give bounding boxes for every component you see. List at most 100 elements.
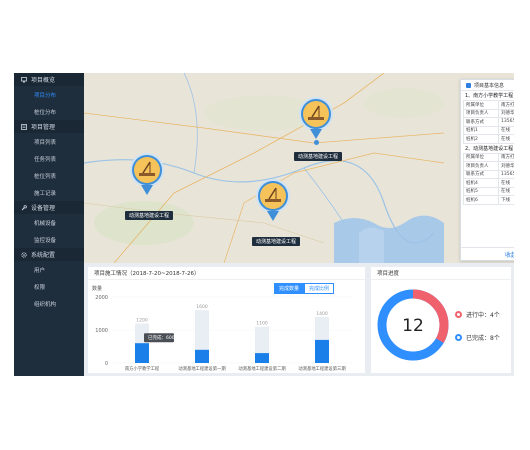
tab-completed-ratio[interactable]: 完成比例 <box>304 283 335 294</box>
sidebar-item-project-list[interactable]: 项目列表 <box>34 139 57 146</box>
table-row: 桩机5 在线 <box>463 186 514 196</box>
table-row: 桩机6 下线 <box>463 195 514 205</box>
table-key: 联系方式 <box>463 169 499 179</box>
bar-completed <box>135 343 149 363</box>
table-row: 所属单位南方打桩有限公司 <box>463 152 514 162</box>
chart-tabs: 完成数量 完成比例 <box>274 283 335 294</box>
map-pin-3[interactable]: 动测基地建设工程 <box>252 179 301 246</box>
status-online: 在线 <box>498 134 514 144</box>
construction-card-title: 项目施工情况（2018-7-20~2018-7-26） <box>88 267 365 280</box>
data-label: 1400 <box>316 311 328 317</box>
table-value: 13565845564 <box>498 169 514 179</box>
status-offline: 下线 <box>498 195 514 205</box>
y-axis-title: 数量 <box>92 285 102 292</box>
x-tick-label: 南方小学教学工程 <box>125 365 160 372</box>
table-key: 项目负责人 <box>463 108 499 118</box>
sidebar-item-monitoring[interactable]: 监控设备 <box>34 237 57 244</box>
status-online: 在线 <box>498 178 514 188</box>
status-online: 在线 <box>498 125 514 135</box>
legend-label: 已完成：8个 <box>466 335 500 342</box>
table-key: 所属单位 <box>463 100 499 110</box>
bar-completed <box>255 353 269 363</box>
table-key: 桩机5 <box>463 186 499 196</box>
map-background <box>84 73 514 263</box>
table-row: 联系方式13565845564 <box>463 169 514 179</box>
bar-total <box>195 310 209 363</box>
tab-completed-count[interactable]: 完成数量 <box>274 283 305 294</box>
in-progress-dot-icon <box>455 311 462 318</box>
sidebar-item-pile-list[interactable]: 桩位列表 <box>34 173 57 180</box>
legend-label: 进行中：4个 <box>466 312 500 319</box>
sidebar-group-overview[interactable]: 项目概览 <box>14 73 84 86</box>
table-row: 项目负责人 刘德华 <box>463 161 514 171</box>
table-row: 项目负责人 刘德华 <box>463 108 514 118</box>
table-key: 桩机6 <box>463 195 499 205</box>
wrench-icon <box>21 204 27 211</box>
table-value: 13565845564 <box>498 117 514 127</box>
table-value: 刘德华 <box>498 108 514 118</box>
table-key: 所属单位 <box>463 152 499 162</box>
x-tick-label: 动测基地工程建设第二期 <box>238 365 285 372</box>
pile-driver-icon <box>299 97 333 131</box>
data-label: 1600 <box>196 304 208 310</box>
legend-in-progress: 进行中：4个 <box>455 310 500 319</box>
sidebar-item-project-distribution[interactable]: 项目分布 <box>34 92 57 99</box>
pile-driver-icon <box>130 153 164 187</box>
sidebar: 项目概览 项目分布 桩位分布 项目管理 项目列表 任务列表 桩位列表 施工记录 … <box>14 73 84 376</box>
table-value: 南方打桩有限公司 <box>498 152 514 162</box>
table-row: 桩机1 在线 <box>463 125 514 135</box>
table-row: 桩机4 在线 <box>463 178 514 188</box>
panel-title: 项目基本信息 <box>474 82 505 89</box>
table-key: 桩机2 <box>463 134 499 144</box>
completed-dot-icon <box>455 334 462 341</box>
sidebar-group-project[interactable]: 项目管理 <box>14 120 84 133</box>
app-window: 项目概览 项目分布 桩位分布 项目管理 项目列表 任务列表 桩位列表 施工记录 … <box>14 73 514 376</box>
map-view[interactable]: 动测基地建设工程 动测基地建设工程 动测基地建设工程 项目基本信息 1、南方小学… <box>84 73 514 263</box>
gear-icon <box>21 251 27 258</box>
sidebar-item-machinery[interactable]: 机械设备 <box>34 220 57 227</box>
sidebar-item-users[interactable]: 用户 <box>34 267 46 274</box>
pile-driver-icon <box>256 179 290 213</box>
table-value: 刘德华 <box>498 161 514 171</box>
sidebar-group-label: 项目概览 <box>31 77 56 84</box>
y-tick-label: 1000 <box>95 328 108 334</box>
progress-card-title: 项目进度 <box>371 267 511 280</box>
progress-card: 项目进度 12 进行中：4个 已完成：8个 <box>371 267 511 373</box>
bar-completed <box>315 339 329 363</box>
construction-card: 项目施工情况（2018-7-20~2018-7-26） 完成数量 完成比例 数量… <box>88 267 365 373</box>
x-tick-label: 动测基地工程建设第一期 <box>178 365 225 372</box>
status-online: 在线 <box>498 186 514 196</box>
bar-tooltip <box>144 333 174 343</box>
sidebar-group-label: 系统配置 <box>31 252 56 259</box>
construction-bar-chart: 数量 0 1000 2000 1200 南方小学教学工程 1600 动测基地工程建设第一期 1… <box>92 285 352 372</box>
table-key: 桩机4 <box>463 178 499 188</box>
sidebar-item-task-list[interactable]: 任务列表 <box>34 156 57 163</box>
data-label: 1100 <box>256 321 268 327</box>
sidebar-item-construction-records[interactable]: 施工记录 <box>34 190 57 197</box>
map-pin-1[interactable]: 动测基地建设工程 <box>125 153 174 220</box>
project-info-panel: 项目基本信息 1、南方小学教学工程 所属单位南方打桩有限公司 项目负责人刘德华 … <box>460 79 514 261</box>
sidebar-group-label: 设备管理 <box>31 205 56 212</box>
sidebar-group-equipment[interactable]: 设备管理 <box>14 201 84 214</box>
sidebar-item-pile-distribution[interactable]: 桩位分布 <box>34 109 57 116</box>
legend-completed: 已完成：8个 <box>455 333 500 342</box>
table-value: 南方打桩有限公司 <box>498 100 514 110</box>
data-label: 1200 <box>136 317 148 323</box>
sidebar-group-system[interactable]: 系统配置 <box>14 248 84 261</box>
map-pin-2[interactable]: 动测基地建设工程 <box>294 97 343 161</box>
checkbox-icon[interactable] <box>466 82 471 88</box>
list-icon <box>21 123 27 130</box>
map-pin-label: 动测基地建设工程 <box>294 152 343 161</box>
collapse-button[interactable]: 收起 <box>461 247 514 260</box>
panel-header: 项目基本信息 <box>461 80 514 91</box>
progress-total: 12 <box>402 316 424 336</box>
sidebar-item-organization[interactable]: 组织机构 <box>34 301 57 308</box>
bar-completed <box>195 349 209 363</box>
table-key: 桩机1 <box>463 125 499 135</box>
progress-donut: 12 <box>377 289 449 361</box>
x-tick-label: 动测基地工程建设第三期 <box>298 365 345 372</box>
sidebar-item-permissions[interactable]: 权限 <box>34 284 46 291</box>
map-pin-label: 动测基地建设工程 <box>125 211 174 220</box>
